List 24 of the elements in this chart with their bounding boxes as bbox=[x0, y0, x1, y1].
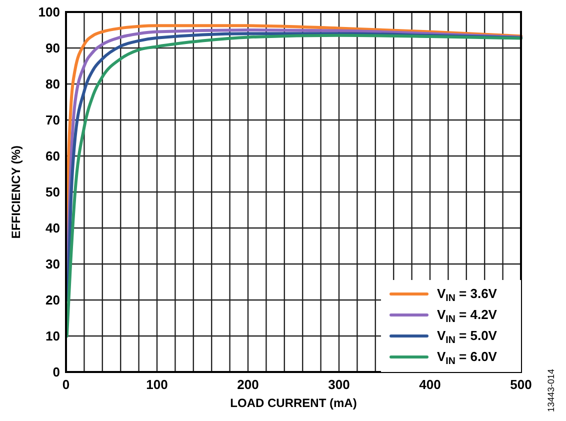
y-axis-title: EFFICIENCY (%) bbox=[9, 145, 23, 239]
x-tick-label: 400 bbox=[419, 377, 441, 392]
x-axis-title: LOAD CURRENT (mA) bbox=[230, 396, 357, 410]
legend-label: V$_{IN}$ = 4.2V bbox=[437, 307, 498, 324]
y-tick-label: 20 bbox=[46, 292, 60, 308]
y-tick-label: 80 bbox=[46, 76, 60, 92]
x-tick-label: 100 bbox=[146, 377, 168, 392]
y-tick-label: 10 bbox=[46, 328, 60, 344]
y-tick-label: 100 bbox=[38, 4, 60, 20]
x-tick-label: 0 bbox=[62, 377, 70, 392]
y-tick-label: 40 bbox=[46, 220, 60, 236]
y-tick-label: 70 bbox=[46, 112, 60, 128]
x-tick-label: 500 bbox=[510, 377, 532, 392]
y-tick-label: 30 bbox=[46, 256, 60, 272]
text: 13443-014 bbox=[546, 368, 556, 412]
legend-label: V$_{IN}$ = 6.0V bbox=[437, 349, 498, 366]
x-tick-label: 300 bbox=[328, 377, 350, 392]
y-tick-label: 60 bbox=[46, 148, 60, 164]
x-tick-label: 200 bbox=[237, 377, 259, 392]
y-tick-label: 0 bbox=[52, 364, 60, 380]
y-tick-label: 50 bbox=[46, 184, 60, 200]
legend-label: V$_{IN}$ = 3.6V bbox=[437, 286, 498, 304]
y-tick-label: 90 bbox=[46, 40, 60, 56]
legend-label: V$_{IN}$ = 5.0V bbox=[437, 328, 498, 346]
